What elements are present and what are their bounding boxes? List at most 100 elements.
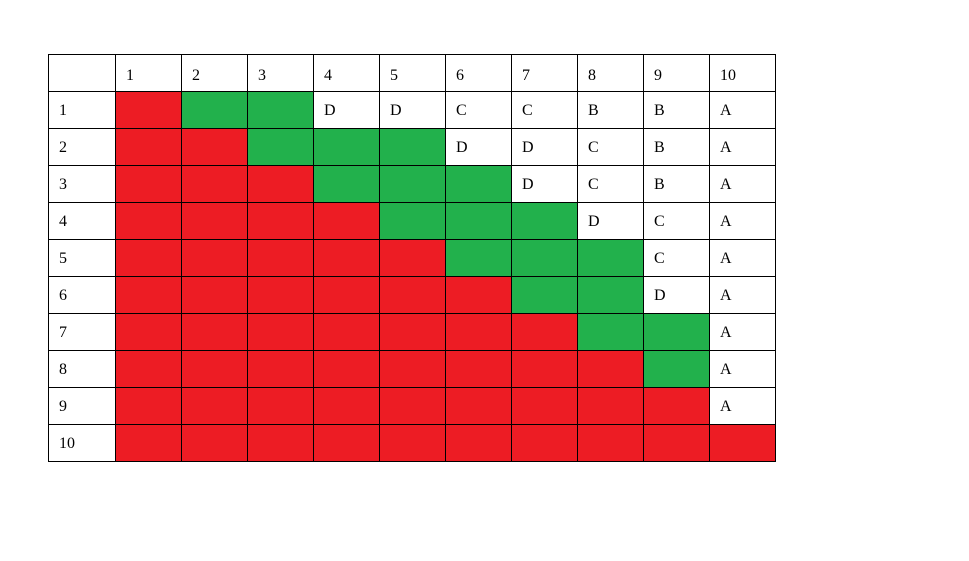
table-row: 6 D A	[48, 277, 776, 314]
red-cell	[512, 351, 578, 388]
red-cell	[116, 388, 182, 425]
cell-letter: B	[654, 139, 665, 156]
white-cell: D	[380, 92, 446, 129]
red-cell	[182, 129, 248, 166]
red-cell	[116, 277, 182, 314]
white-cell: D	[644, 277, 710, 314]
green-cell	[512, 240, 578, 277]
white-cell: C	[644, 240, 710, 277]
green-cell	[644, 314, 710, 351]
table-row: 2 D D C B A	[48, 129, 776, 166]
red-cell	[248, 203, 314, 240]
cell-letter: A	[720, 398, 732, 415]
white-cell: B	[644, 129, 710, 166]
green-cell	[578, 314, 644, 351]
row-header-label: 1	[59, 102, 67, 119]
white-cell: C	[446, 92, 512, 129]
red-cell	[644, 425, 710, 462]
row-header-cell: 2	[48, 129, 116, 166]
column-header-cell: 1	[116, 54, 182, 92]
cell-letter: A	[720, 287, 732, 304]
red-cell	[314, 314, 380, 351]
red-cell	[116, 92, 182, 129]
table-row: 10	[48, 425, 776, 462]
red-cell	[182, 240, 248, 277]
column-header-cell: 10	[710, 54, 776, 92]
row-header-label: 2	[59, 139, 67, 156]
row-header-cell: 1	[48, 92, 116, 129]
cell-letter: C	[456, 102, 467, 119]
green-cell	[512, 203, 578, 240]
white-cell: A	[710, 351, 776, 388]
row-header-cell: 7	[48, 314, 116, 351]
white-cell: D	[578, 203, 644, 240]
white-cell: D	[446, 129, 512, 166]
green-cell	[578, 277, 644, 314]
green-cell	[512, 277, 578, 314]
cell-letter: C	[522, 102, 533, 119]
cell-letter: C	[654, 250, 665, 267]
red-cell	[116, 240, 182, 277]
cell-letter: A	[720, 250, 732, 267]
column-header-label: 5	[390, 67, 398, 84]
red-cell	[512, 425, 578, 462]
white-cell: A	[710, 277, 776, 314]
red-cell	[182, 277, 248, 314]
column-header-label: 1	[126, 67, 134, 84]
column-header-cell: 4	[314, 54, 380, 92]
green-cell	[446, 166, 512, 203]
red-cell	[248, 388, 314, 425]
red-cell	[116, 129, 182, 166]
row-header-label: 4	[59, 213, 67, 230]
row-header-label: 6	[59, 287, 67, 304]
red-cell	[380, 351, 446, 388]
red-cell	[710, 425, 776, 462]
row-header-cell: 6	[48, 277, 116, 314]
row-header-label: 8	[59, 361, 67, 378]
cell-letter: D	[390, 102, 402, 119]
red-cell	[446, 277, 512, 314]
header-row: 1 2 3 4 5 6 7 8 9 10	[48, 54, 776, 92]
column-header-label: 7	[522, 67, 530, 84]
red-cell	[380, 388, 446, 425]
row-header-label: 3	[59, 176, 67, 193]
red-cell	[248, 425, 314, 462]
red-cell	[380, 425, 446, 462]
row-header-cell: 9	[48, 388, 116, 425]
row-header-cell: 3	[48, 166, 116, 203]
cell-letter: A	[720, 102, 732, 119]
white-cell: A	[710, 203, 776, 240]
red-cell	[380, 314, 446, 351]
red-cell	[314, 388, 380, 425]
green-cell	[380, 129, 446, 166]
row-header-label: 7	[59, 324, 67, 341]
green-cell	[182, 92, 248, 129]
column-header-cell: 7	[512, 54, 578, 92]
cell-letter: D	[324, 102, 336, 119]
column-header-cell: 8	[578, 54, 644, 92]
red-cell	[182, 388, 248, 425]
cell-letter: C	[654, 213, 665, 230]
red-cell	[182, 351, 248, 388]
cell-letter: D	[522, 176, 534, 193]
red-cell	[116, 425, 182, 462]
white-cell: D	[512, 129, 578, 166]
column-header-label: 3	[258, 67, 266, 84]
white-cell: C	[578, 129, 644, 166]
red-cell	[314, 351, 380, 388]
corner-cell	[48, 54, 116, 92]
table-row: 1 D D C C B B A	[48, 92, 776, 129]
red-cell	[182, 166, 248, 203]
white-cell: D	[314, 92, 380, 129]
row-header-cell: 8	[48, 351, 116, 388]
green-cell	[314, 166, 380, 203]
column-header-cell: 5	[380, 54, 446, 92]
green-cell	[644, 351, 710, 388]
column-header-cell: 9	[644, 54, 710, 92]
cell-letter: D	[588, 213, 600, 230]
green-cell	[248, 129, 314, 166]
green-cell	[380, 203, 446, 240]
red-cell	[512, 388, 578, 425]
cell-letter: B	[654, 176, 665, 193]
column-header-label: 4	[324, 67, 332, 84]
